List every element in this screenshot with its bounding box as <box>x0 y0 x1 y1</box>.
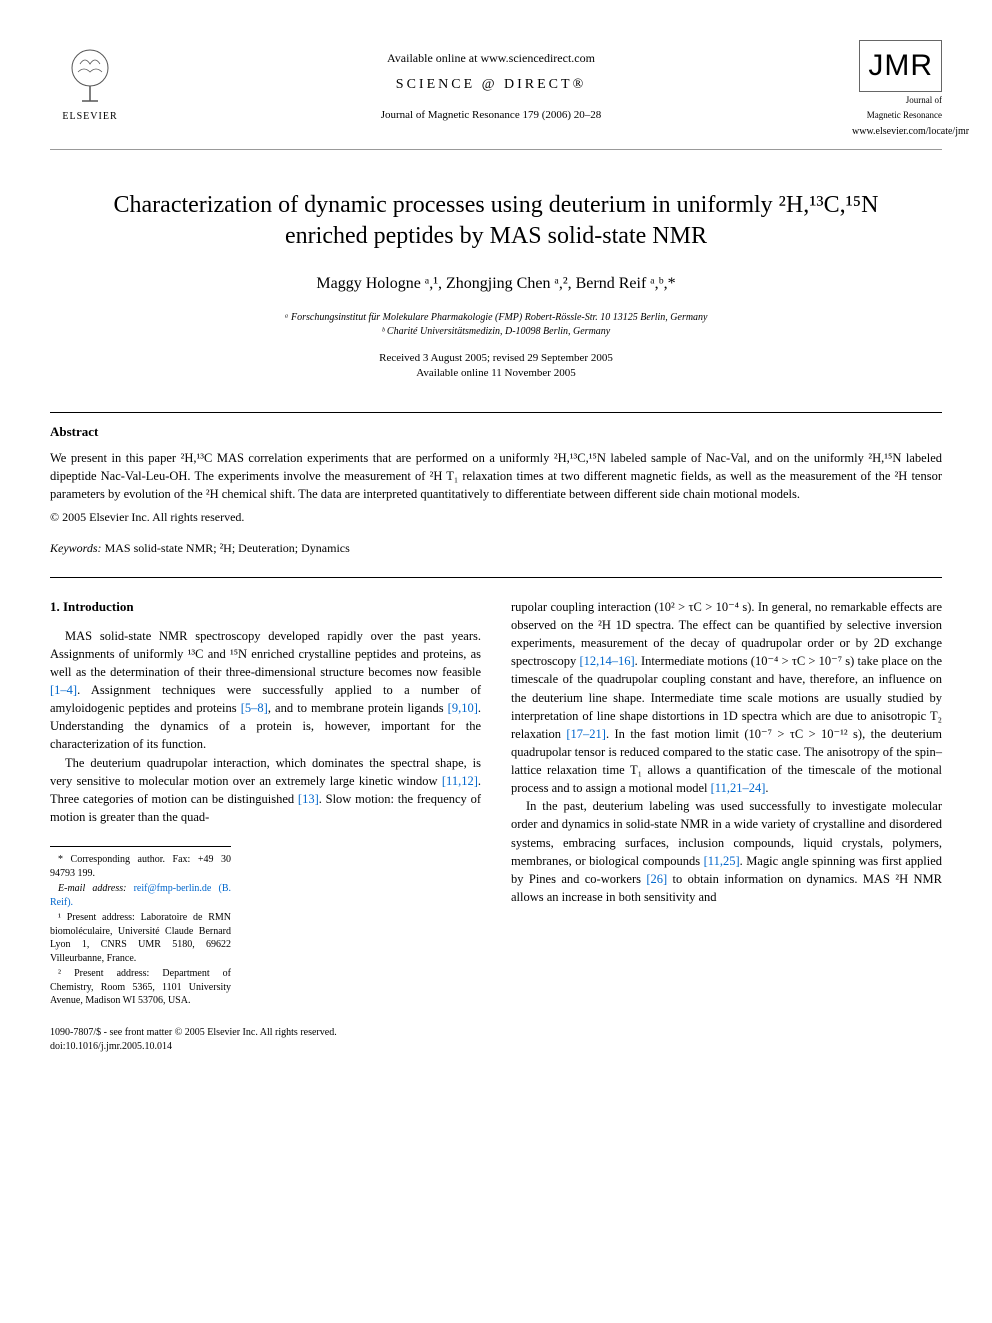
affiliation-a: ᵃ Forschungsinstitut für Molekulare Phar… <box>50 311 942 325</box>
journal-full-line1: Journal of <box>852 94 942 107</box>
body-columns: 1. Introduction MAS solid-state NMR spec… <box>50 598 942 1010</box>
footnote-2: ² Present address: Department of Chemist… <box>50 967 231 1008</box>
ref-link[interactable]: [12,14–16] <box>579 654 634 668</box>
ref-link[interactable]: [1–4] <box>50 683 77 697</box>
science-direct-logo: SCIENCE @ DIRECT® <box>130 75 852 95</box>
doi-line: doi:10.1016/j.jmr.2005.10.014 <box>50 1040 942 1054</box>
header-center: Available online at www.sciencedirect.co… <box>130 40 852 124</box>
divider-top <box>50 412 942 413</box>
intro-para-1: MAS solid-state NMR spectroscopy develop… <box>50 627 481 754</box>
ref-link[interactable]: [9,10] <box>448 701 478 715</box>
received-date: Received 3 August 2005; revised 29 Septe… <box>50 351 942 366</box>
ref-link[interactable]: [26] <box>646 872 667 886</box>
authors-line: Maggy Hologne ᵃ,¹, Zhongjing Chen ᵃ,², B… <box>50 273 942 295</box>
sd-suffix: DIRECT® <box>504 77 586 92</box>
ref-link[interactable]: [11,25] <box>704 854 740 868</box>
divider-bottom <box>50 577 942 578</box>
abstract-copyright: © 2005 Elsevier Inc. All rights reserved… <box>50 509 942 526</box>
intro-para-3: rupolar coupling interaction (10² > τC >… <box>511 598 942 797</box>
elsevier-tree-icon <box>60 46 120 106</box>
sd-prefix: SCIENCE <box>396 77 475 92</box>
ref-link[interactable]: [11,21–24] <box>711 781 766 795</box>
email-line: E-mail address: reif@fmp-berlin.de (B. R… <box>50 882 231 909</box>
journal-full-line2: Magnetic Resonance <box>852 109 942 122</box>
abstract-heading: Abstract <box>50 423 942 441</box>
publisher-logo: ELSEVIER <box>50 40 130 130</box>
keywords-line: Keywords: MAS solid-state NMR; ²H; Deute… <box>50 540 942 557</box>
publisher-name: ELSEVIER <box>62 110 117 124</box>
doi-block: 1090-7807/$ - see front matter © 2005 El… <box>50 1026 942 1054</box>
corresponding-author: * Corresponding author. Fax: +49 30 9479… <box>50 853 231 880</box>
journal-url: www.elsevier.com/locate/jmr <box>852 125 942 139</box>
intro-para-2: The deuterium quadrupolar interaction, w… <box>50 754 481 827</box>
right-column: rupolar coupling interaction (10² > τC >… <box>511 598 942 1010</box>
ref-link[interactable]: [5–8] <box>241 701 268 715</box>
ref-link[interactable]: [13] <box>298 792 319 806</box>
journal-header: ELSEVIER Available online at www.science… <box>50 40 942 150</box>
sd-at-symbol: @ <box>482 77 504 92</box>
online-date: Available online 11 November 2005 <box>50 366 942 381</box>
journal-acronym: JMR <box>859 40 942 92</box>
left-column: 1. Introduction MAS solid-state NMR spec… <box>50 598 481 1010</box>
article-title: Characterization of dynamic processes us… <box>70 190 922 252</box>
email-label: E-mail address: <box>58 883 126 894</box>
article-dates: Received 3 August 2005; revised 29 Septe… <box>50 351 942 382</box>
available-online-text: Available online at www.sciencedirect.co… <box>130 50 852 67</box>
affiliations: ᵃ Forschungsinstitut für Molekulare Phar… <box>50 311 942 339</box>
abstract-text: We present in this paper ²H,¹³C MAS corr… <box>50 449 942 503</box>
footnotes-block: * Corresponding author. Fax: +49 30 9479… <box>50 846 231 1008</box>
journal-reference: Journal of Magnetic Resonance 179 (2006)… <box>130 108 852 123</box>
section-1-heading: 1. Introduction <box>50 598 481 617</box>
affiliation-b: ᵇ Charité Universitätsmedizin, D-10098 B… <box>50 325 942 339</box>
ref-link[interactable]: [17–21] <box>566 727 606 741</box>
intro-para-4: In the past, deuterium labeling was used… <box>511 797 942 906</box>
keywords-text: MAS solid-state NMR; ²H; Deuteration; Dy… <box>102 541 350 555</box>
front-matter-line: 1090-7807/$ - see front matter © 2005 El… <box>50 1026 942 1040</box>
ref-link[interactable]: [11,12] <box>442 774 478 788</box>
keywords-label: Keywords: <box>50 541 102 555</box>
footnote-1: ¹ Present address: Laboratoire de RMN bi… <box>50 911 231 965</box>
journal-logo-block: JMR Journal of Magnetic Resonance www.el… <box>852 40 942 139</box>
